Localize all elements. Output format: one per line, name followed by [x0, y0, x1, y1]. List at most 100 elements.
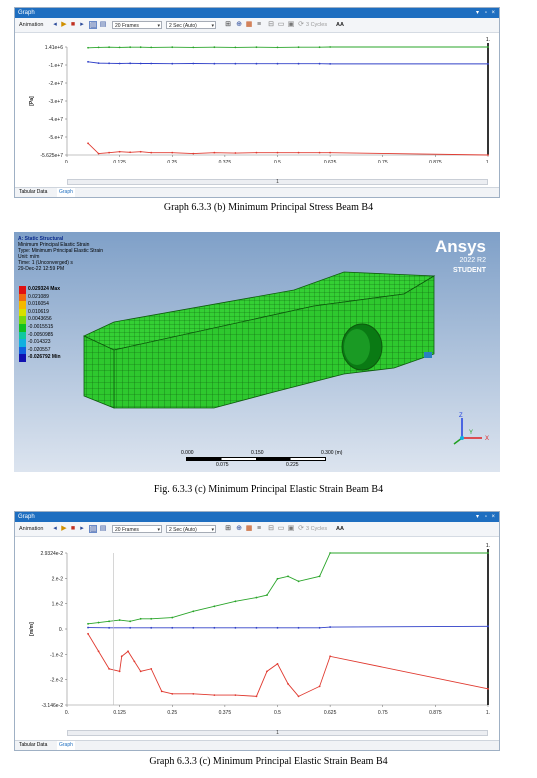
time-scrollbar[interactable]: 1 [67, 179, 488, 185]
data-point [97, 621, 100, 624]
antialias-button[interactable]: AA [336, 22, 344, 28]
cycles-icon[interactable]: ⟳ [298, 21, 304, 28]
x-tick-label: 0.875 [429, 160, 442, 163]
legend-icon[interactable]: ▦ [245, 21, 253, 28]
data-point [150, 151, 153, 154]
cycles-icon[interactable]: ⟳ [298, 525, 304, 532]
play-icon[interactable]: ▶ [61, 21, 67, 28]
video-icon[interactable]: ▭ [277, 21, 285, 28]
chart-icon[interactable]: ⊟ [268, 21, 274, 28]
data-point [213, 62, 216, 65]
legend-icon[interactable]: ▦ [245, 525, 253, 532]
y-tick-label: 2.9324e-2 [40, 551, 63, 557]
series-line-average [88, 625, 489, 629]
camera-icon[interactable]: ▣ [287, 21, 295, 28]
data-point [329, 46, 332, 48]
y-tick-label: 0. [59, 627, 63, 633]
result-frames-icon[interactable]: ▤ [99, 21, 107, 28]
close-icon[interactable]: × [491, 10, 495, 16]
chart-icon[interactable]: ⊟ [268, 525, 274, 532]
video-icon[interactable]: ▭ [277, 525, 285, 532]
legend-swatch [19, 331, 26, 340]
triad-icon[interactable]: Z Y X [442, 410, 492, 450]
close-icon[interactable]: × [491, 514, 495, 520]
dropdown-icon[interactable]: ▾ [475, 10, 479, 16]
data-point [139, 150, 142, 153]
data-point [276, 62, 279, 65]
dropdown-icon[interactable]: ▾ [475, 514, 479, 520]
legend-label: 0.016054 [28, 301, 49, 308]
frames-value: 20 Frames [115, 527, 139, 533]
search-icon[interactable]: ⊕ [236, 21, 242, 28]
result-info: A: Static Structural Minimum Principal E… [18, 236, 103, 272]
graph-titlebar: Graph ▾ ▫ × [15, 512, 499, 522]
distributed-frames-icon[interactable]: ▥ [89, 21, 97, 29]
tab-graph[interactable]: Graph [57, 188, 75, 197]
data-point [97, 62, 100, 65]
bottom-tabs: Tabular Data Graph [15, 740, 499, 750]
data-point [487, 625, 489, 628]
data-point [192, 610, 195, 613]
duration-value: 2 Sec (Auto) [169, 527, 197, 533]
step-forward-icon[interactable]: ▸ [80, 21, 84, 28]
duration-value: 2 Sec (Auto) [169, 23, 197, 29]
camera-icon[interactable]: ▣ [287, 525, 295, 532]
graph-panel-2: Graph ▾ ▫ × Animation ◂ ▶ ■ ▸ ▥ ▤ 20 Fra… [14, 511, 500, 751]
x-tick-label: 0.125 [113, 710, 126, 715]
data-point [276, 662, 279, 665]
data-point [192, 692, 195, 695]
duration-select[interactable]: 2 Sec (Auto) ▾ [166, 21, 216, 29]
result-frames-icon[interactable]: ▤ [99, 525, 107, 532]
export-icon[interactable]: ≡ [256, 525, 262, 532]
distributed-frames-icon[interactable]: ▥ [89, 525, 97, 533]
frames-select[interactable]: 20 Frames ▾ [112, 21, 162, 29]
y-axis-label: [Pa] [29, 96, 35, 106]
data-point [329, 626, 332, 628]
stop-icon[interactable]: ■ [70, 525, 76, 532]
caption-model: Fig. 6.3.3 (c) Minimum Principal Elastic… [153, 484, 384, 495]
step-forward-icon[interactable]: ▸ [80, 525, 84, 532]
step-back-icon[interactable]: ◂ [53, 21, 57, 28]
search-icon[interactable]: ⊕ [236, 525, 242, 532]
data-point [297, 151, 300, 154]
zoom-fit-icon[interactable]: ⊞ [225, 21, 231, 28]
data-point [171, 626, 174, 629]
model-viewport[interactable]: A: Static Structural Minimum Principal E… [14, 232, 500, 472]
caption-graph-1: Graph 6.3.3 (b) Minimum Principal Stress… [163, 202, 374, 213]
data-point [108, 620, 110, 623]
data-point [487, 154, 489, 156]
data-point [287, 682, 289, 685]
y-tick-label: -2.e+7 [49, 81, 64, 87]
data-point [297, 46, 300, 49]
step-back-icon[interactable]: ◂ [53, 525, 57, 532]
x-tick-label: 0.25 [167, 160, 177, 163]
pin-icon[interactable]: ▫ [484, 10, 487, 16]
data-point [287, 575, 289, 578]
x-tick-label: 0. [65, 710, 69, 715]
play-icon[interactable]: ▶ [61, 525, 67, 532]
data-point [192, 152, 195, 155]
data-point [213, 151, 216, 154]
data-point [276, 577, 279, 580]
duration-select[interactable]: 2 Sec (Auto) ▾ [166, 525, 216, 533]
animation-toolbar: Animation ◂ ▶ ■ ▸ ▥ ▤ 20 Frames ▾ 2 Sec (… [15, 18, 499, 33]
series-line-maximum [88, 46, 488, 49]
data-point [213, 46, 216, 49]
pin-icon[interactable]: ▫ [484, 514, 487, 520]
tab-tabular-data[interactable]: Tabular Data [19, 189, 48, 195]
stop-icon[interactable]: ■ [70, 21, 76, 28]
scale-label-1: 0.150 [251, 450, 264, 456]
data-point [171, 151, 174, 154]
logo-text: Ansys [434, 237, 486, 256]
data-point [276, 626, 279, 629]
export-icon[interactable]: ≡ [256, 21, 262, 28]
tab-graph[interactable]: Graph [57, 741, 75, 750]
frames-select[interactable]: 20 Frames ▾ [112, 525, 162, 533]
x-tick-label: 0.625 [324, 160, 337, 163]
time-scrollbar[interactable]: 1 [67, 730, 488, 736]
data-point [87, 60, 89, 63]
analysis-title: A: Static Structural [18, 236, 64, 242]
zoom-fit-icon[interactable]: ⊞ [225, 525, 231, 532]
tab-tabular-data[interactable]: Tabular Data [19, 742, 48, 748]
antialias-button[interactable]: AA [336, 526, 344, 532]
